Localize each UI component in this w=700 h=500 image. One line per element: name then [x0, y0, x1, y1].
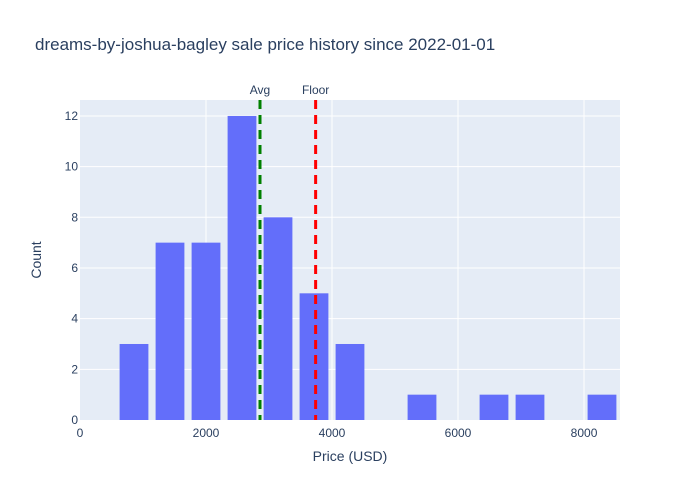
x-tick-label: 8000	[571, 426, 598, 440]
x-tick-label: 0	[77, 426, 84, 440]
x-axis-title: Price (USD)	[313, 448, 388, 464]
histogram-bar	[479, 394, 509, 420]
x-tick-label: 4000	[319, 426, 346, 440]
bars	[119, 115, 617, 420]
y-tick-label: 8	[71, 210, 78, 224]
reference-line-label: Floor	[302, 83, 329, 97]
histogram-bar	[227, 115, 257, 420]
histogram-bar	[407, 394, 437, 420]
y-tick-label: 12	[65, 109, 79, 123]
y-tick-label: 4	[71, 312, 78, 326]
y-axis-ticks: 0 2 4 6 8 10 12	[65, 109, 79, 427]
chart-title: dreams-by-joshua-bagley sale price histo…	[35, 35, 495, 54]
histogram-bar	[587, 394, 617, 420]
histogram-bar	[119, 343, 149, 420]
histogram-bar	[335, 343, 365, 420]
y-axis-title: Count	[28, 241, 44, 278]
histogram-bar	[515, 394, 545, 420]
y-tick-label: 0	[71, 413, 78, 427]
y-tick-label: 10	[65, 160, 79, 174]
x-axis-ticks: 0 2000 4000 6000 8000	[77, 426, 598, 440]
histogram-bar	[263, 217, 293, 420]
reference-line-label: Avg	[250, 83, 270, 97]
y-tick-label: 6	[71, 261, 78, 275]
reference-lines: Avg Floor	[250, 83, 329, 420]
x-tick-label: 6000	[445, 426, 472, 440]
histogram-bar	[155, 242, 185, 420]
histogram-bar	[191, 242, 221, 420]
x-tick-label: 2000	[193, 426, 220, 440]
y-tick-label: 2	[71, 362, 78, 376]
histogram-bar	[299, 293, 329, 420]
